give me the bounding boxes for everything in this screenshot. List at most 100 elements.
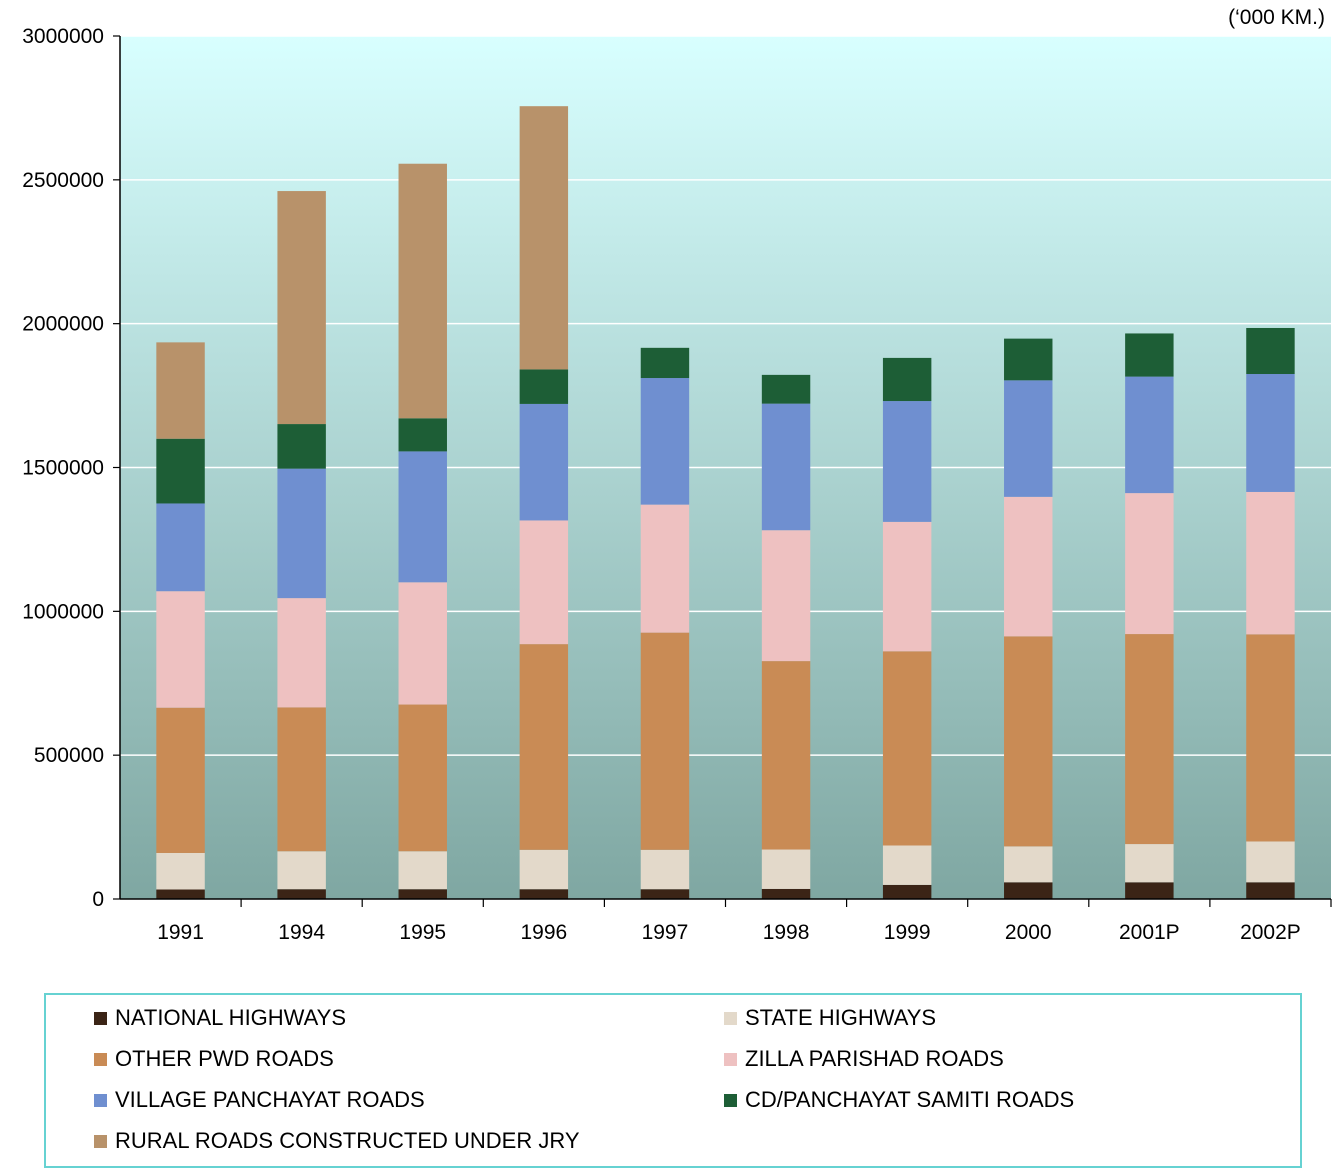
y-tick-label: 2000000 (22, 313, 104, 336)
bar-segment (398, 451, 447, 583)
bar-segment (1246, 882, 1295, 899)
bar-segment (277, 707, 326, 852)
legend-swatch (94, 1134, 107, 1148)
unit-note: (‘000 KM.) (1228, 6, 1325, 29)
bar-segment (640, 632, 690, 850)
x-tick-label: 2002P (1240, 921, 1301, 944)
legend-item: CD/PANCHAYAT SAMITI ROADS (724, 1087, 1074, 1113)
bar-segment (1125, 493, 1174, 635)
y-tick-label: 1000000 (22, 600, 104, 623)
x-tick-label: 1999 (884, 921, 931, 944)
bar-segment (1004, 496, 1053, 637)
bar-segment (277, 889, 326, 899)
legend-label: VILLAGE PANCHAYAT ROADS (115, 1087, 425, 1112)
legend-label: RURAL ROADS CONSTRUCTED UNDER JRY (115, 1128, 580, 1153)
bar-segment (1246, 634, 1295, 842)
bar-segment (398, 163, 447, 419)
legend-swatch (724, 1052, 737, 1066)
legend-item: RURAL ROADS CONSTRUCTED UNDER JRY (94, 1128, 580, 1154)
x-tick-label: 1991 (157, 921, 204, 944)
bar-segment (519, 644, 569, 850)
legend-item: ZILLA PARISHAD ROADS (724, 1046, 1004, 1072)
bar-segment (1246, 491, 1295, 635)
legend-swatch (724, 1011, 737, 1025)
bar-segment (882, 651, 932, 846)
legend-label: ZILLA PARISHAD ROADS (745, 1046, 1004, 1071)
bar-segment (519, 889, 569, 899)
bar-segment (1125, 376, 1174, 494)
bar-segment (398, 418, 447, 452)
bar-segment (761, 661, 811, 850)
bar-segment (156, 342, 205, 439)
bar-segment (761, 849, 811, 889)
bar-segment (277, 191, 326, 425)
stacked-bar-chart: 0 500000 1000000 1500000 2000000 2500000 30000… (22, 6, 1332, 944)
legend-label: CD/PANCHAYAT SAMITI ROADS (745, 1087, 1075, 1112)
x-tick-label: 1996 (520, 921, 567, 944)
bar-segment (156, 591, 205, 708)
x-tick-label: 2000 (1005, 921, 1052, 944)
legend-swatch (94, 1052, 107, 1066)
bar-segment (761, 888, 811, 899)
bar-segment (640, 378, 690, 505)
bar-segment (761, 403, 811, 531)
bar-segment (640, 849, 690, 890)
bar-segment (1004, 380, 1053, 497)
legend-item: STATE HIGHWAYS (724, 1005, 936, 1031)
bar-segment (1004, 882, 1053, 899)
bar-segment (398, 704, 447, 852)
bar-segment (882, 401, 932, 522)
bar-segment (156, 503, 205, 592)
bar-segment (156, 707, 205, 853)
y-tick-label: 3000000 (22, 25, 104, 48)
bar-segment (277, 598, 326, 708)
bar-segment (398, 851, 447, 890)
legend-item: OTHER PWD ROADS (94, 1046, 334, 1072)
legend: NATIONAL HIGHWAYS STATE HIGHWAYS OTHER PWD… (44, 993, 1302, 1168)
bar-segment (1125, 634, 1174, 845)
bar-segment (519, 520, 569, 645)
bar-segment (882, 357, 932, 402)
legend-item: NATIONAL HIGHWAYS (94, 1005, 346, 1031)
bar-segment (882, 521, 932, 652)
legend-label: OTHER PWD ROADS (115, 1046, 334, 1071)
bar-segment (1125, 882, 1174, 899)
bar-segment (156, 852, 205, 890)
legend-swatch (94, 1011, 107, 1025)
x-tick-label: 1994 (278, 921, 325, 944)
bar-segment (277, 851, 326, 890)
bar-segment (1246, 327, 1295, 375)
x-tick-label: 1997 (642, 921, 689, 944)
legend-label: NATIONAL HIGHWAYS (115, 1005, 347, 1030)
bar-segment (640, 347, 690, 379)
bar-segment (882, 845, 932, 885)
bar-segment (519, 106, 569, 370)
legend-swatch (94, 1093, 107, 1107)
x-tick-label: 2001P (1119, 921, 1180, 944)
legend-swatch (724, 1093, 737, 1107)
bar-segment (1246, 374, 1295, 492)
y-tick-label: 0 (92, 888, 104, 911)
x-tick-label: 1998 (763, 921, 810, 944)
bar-segment (398, 889, 447, 899)
bar-segment (156, 438, 205, 504)
bar-segment (761, 374, 811, 404)
x-tick-label: 1995 (399, 921, 446, 944)
bar-segment (277, 468, 326, 599)
legend-item: VILLAGE PANCHAYAT ROADS (94, 1087, 425, 1113)
bar-segment (1004, 846, 1053, 883)
bar-segment (1125, 333, 1174, 377)
bar-segment (640, 889, 690, 899)
bar-segment (519, 403, 569, 521)
y-tick-label: 2500000 (22, 169, 104, 192)
bar-segment (1004, 636, 1053, 847)
bar-segment (882, 884, 932, 899)
bar-segment (1246, 841, 1295, 883)
y-tick-label: 1500000 (22, 457, 104, 480)
bar-segment (640, 504, 690, 633)
bar-segment (1004, 338, 1053, 381)
bar-segment (1125, 844, 1174, 883)
bar-segment (761, 530, 811, 662)
y-tick-label: 500000 (34, 744, 104, 767)
bar-segment (398, 582, 447, 705)
